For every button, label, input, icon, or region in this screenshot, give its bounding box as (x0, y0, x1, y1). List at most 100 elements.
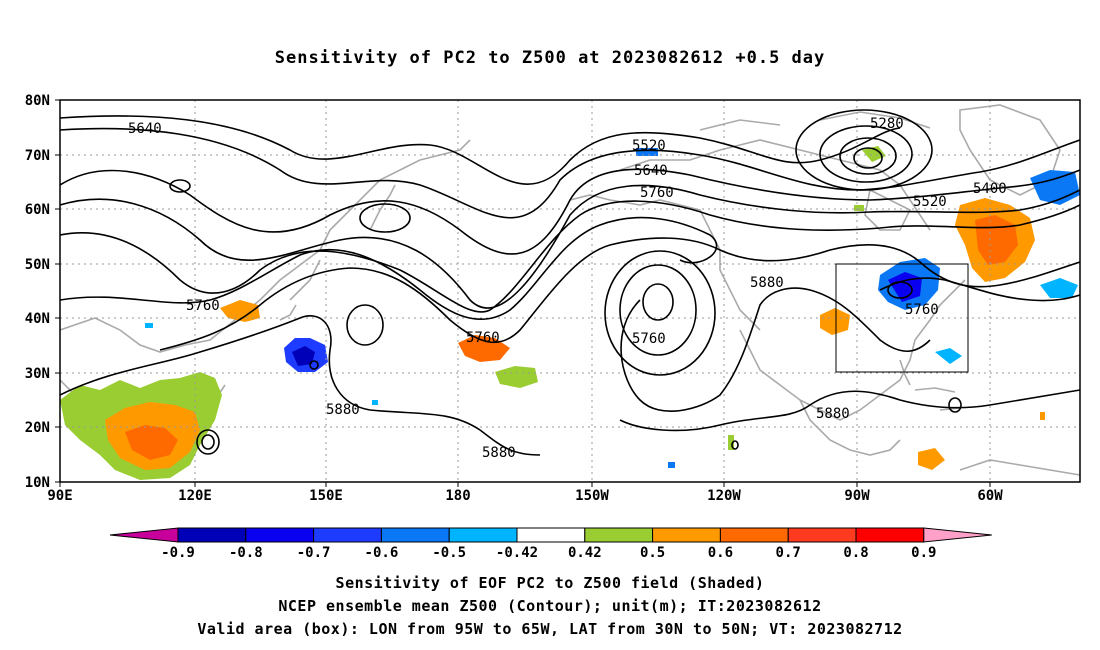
colorbar-segment (584, 527, 654, 543)
speck (372, 400, 378, 405)
contour-low (346, 304, 384, 346)
colorbar-tick-label: 0.42 (568, 545, 602, 561)
contour-low (795, 109, 933, 191)
lat-label: 70N (25, 148, 50, 164)
caption-line-3: Valid area (box): LON from 95W to 65W, L… (197, 620, 903, 638)
contour-low (359, 203, 411, 233)
contour-line (620, 287, 931, 412)
lat-label: 30N (25, 366, 50, 382)
contour-low (201, 434, 215, 450)
shade-negative-east2 (935, 348, 962, 364)
colorbar-tick-label: -0.5 (432, 545, 466, 561)
shade-positive-yellowsea (220, 300, 260, 322)
speck (145, 323, 153, 328)
colorbar-tick-label: -0.42 (496, 545, 538, 561)
lat-label: 50N (25, 257, 50, 273)
contour-line (60, 315, 541, 456)
shade-positive-cpac2 (495, 366, 538, 388)
map-title: Sensitivity of PC2 to Z500 at 2023082612… (274, 48, 826, 68)
lon-label: 90W (844, 488, 870, 504)
contour-label: 5880 (750, 275, 784, 291)
contour-label: 5760 (640, 185, 674, 201)
contour-line (619, 389, 1080, 432)
contour-line (879, 277, 1080, 302)
colorbar-tick-label: -0.9 (161, 545, 195, 561)
colorbar-segment (313, 527, 382, 543)
shade-negative-japan-core (292, 346, 315, 366)
shade-positive-gulf (820, 308, 850, 335)
z500-contours (60, 109, 1080, 456)
contour-low (853, 147, 883, 169)
contour-line (60, 200, 1080, 313)
colorbar-tick-label: 0.6 (708, 545, 733, 561)
colorbar-segment (855, 527, 925, 543)
axis-ticks (55, 99, 991, 487)
lon-label: 180 (445, 488, 470, 504)
lat-label: 40N (25, 311, 50, 327)
contour-label: 5640 (128, 121, 162, 137)
caption-line-1: Sensitivity of EOF PC2 to Z500 field (Sh… (335, 574, 765, 592)
lat-label: 60N (25, 202, 50, 218)
speck (1040, 412, 1045, 420)
grid-lines (60, 100, 1080, 482)
speck (668, 462, 675, 468)
colorbar-segment (516, 527, 586, 543)
contour-label: 5760 (186, 298, 220, 314)
colorbar-tick-label: -0.6 (365, 545, 399, 561)
lat-label: 10N (25, 475, 50, 491)
colorbar-segment (380, 527, 450, 543)
contour-label: 5880 (326, 402, 360, 418)
caption-line-2: NCEP ensemble mean Z500 (Contour); unit(… (278, 597, 822, 615)
valid-area-box (835, 263, 969, 373)
contour-line (60, 168, 1080, 255)
map-frame (59, 99, 1081, 483)
colorbar-labels: -0.9 -0.8 -0.7 -0.6 -0.5 -0.42 0.42 0.5 0.6 0.7 0.… (161, 545, 936, 561)
shade-positive-hudson (862, 146, 886, 162)
contour-label: 5880 (816, 406, 850, 422)
lon-label: 120E (178, 488, 212, 504)
contour-line (159, 237, 1080, 351)
contour-label: 5280 (870, 116, 904, 132)
contour-low (642, 283, 674, 321)
lon-label: 90E (47, 488, 72, 504)
contour-low (169, 179, 191, 193)
contour-label: 5760 (466, 330, 500, 346)
contour-low (619, 264, 697, 356)
contour-label: 5640 (634, 163, 668, 179)
colorbar-tick-label: -0.8 (229, 545, 263, 561)
contour-label: 5520 (632, 138, 666, 154)
colorbar-segment (448, 527, 518, 543)
contour-line (60, 216, 718, 320)
lon-label: 150E (309, 488, 343, 504)
colorbar-under-triangle (109, 527, 179, 543)
latitude-labels: 80N 70N 60N 50N 40N 30N 20N 10N (25, 93, 50, 491)
contour-label: 5760 (905, 302, 939, 318)
contour-labels: 5640 5520 5640 5760 5280 5400 5520 5760 … (128, 116, 1007, 461)
colorbar (109, 527, 992, 543)
contour-low (604, 250, 716, 376)
lon-label: 60W (977, 488, 1003, 504)
contour-low (887, 281, 913, 299)
contour-label: 5520 (913, 194, 947, 210)
colorbar-segment (719, 527, 789, 543)
speck (854, 205, 864, 211)
colorbar-over-triangle (923, 527, 992, 543)
contour-low (948, 397, 962, 413)
colorbar-segment (245, 527, 315, 543)
colorbar-tick-label: 0.5 (640, 545, 665, 561)
contour-label: 5880 (482, 445, 516, 461)
contour-label: 5760 (632, 331, 666, 347)
colorbar-segment (177, 527, 247, 543)
contour-low (839, 137, 897, 175)
colorbar-tick-label: 0.8 (843, 545, 868, 561)
lon-label: 150W (575, 488, 609, 504)
shade-positive-scs-core2 (125, 425, 178, 460)
lat-label: 80N (25, 93, 50, 109)
speck (728, 435, 734, 450)
colorbar-tick-label: 0.9 (911, 545, 936, 561)
colorbar-segment (652, 527, 721, 543)
contour-low (309, 360, 319, 370)
shade-positive-carib (918, 448, 945, 470)
colorbar-segment (787, 527, 857, 543)
contour-low (819, 125, 913, 183)
